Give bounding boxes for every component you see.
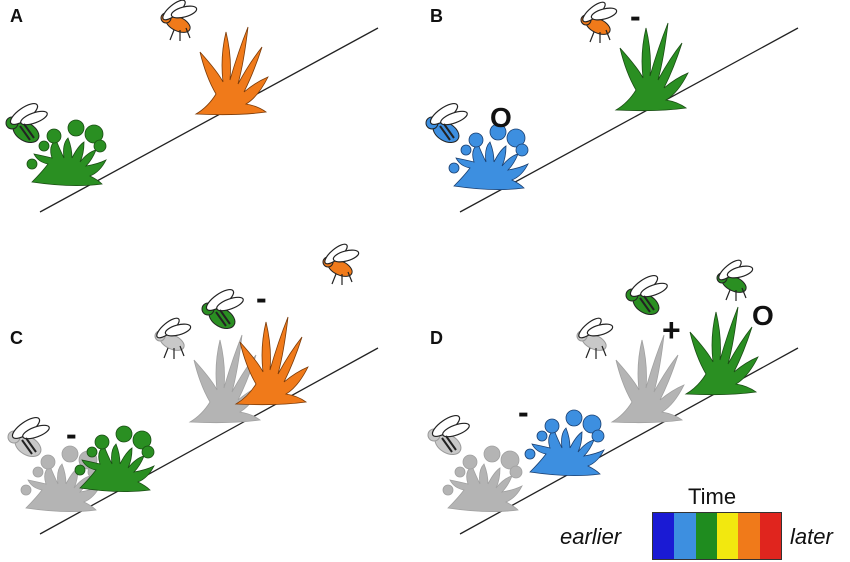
panel-label-b: B [430, 6, 443, 26]
fly-icon-grey [153, 314, 193, 360]
bush-plant-grey [442, 445, 523, 513]
panel-a [5, 0, 379, 213]
bee-icon-green [201, 284, 246, 334]
legend-swatch [716, 513, 739, 559]
bush-plant-green [26, 119, 107, 187]
legend-earlier-label: earlier [560, 524, 622, 549]
legend-swatch [653, 513, 675, 559]
legend-title: Time [688, 484, 737, 509]
negative-sign: - [630, 0, 641, 34]
bee-icon-grey [427, 410, 472, 460]
fly-icon-grey [575, 314, 615, 360]
positive-sign: + [662, 312, 681, 348]
grass-plant-orange [195, 26, 269, 116]
bee-icon-green [5, 98, 50, 148]
legend-swatch [759, 513, 781, 559]
panel-d [427, 256, 799, 535]
negative-sign: - [518, 394, 529, 430]
bee-icon-grey [7, 412, 52, 462]
panel-b [425, 0, 799, 213]
grass-plant-orange [235, 316, 309, 406]
grass-plant-grey [611, 334, 685, 424]
negative-sign: - [66, 416, 77, 452]
bee-icon-blue [425, 98, 470, 148]
time-axis-line [39, 347, 379, 535]
neutral-sign: O [490, 102, 512, 133]
panel-label-c: C [10, 328, 23, 348]
legend-color-bar [652, 512, 782, 560]
panel-label-d: D [430, 328, 443, 348]
grass-plant-green [685, 306, 759, 396]
bush-plant-blue [524, 409, 605, 477]
legend-later-label: later [790, 524, 833, 549]
neutral-sign: O [752, 300, 774, 331]
legend-swatch [695, 513, 717, 559]
bush-plant-blue [448, 123, 529, 191]
time-axis-line [459, 27, 799, 213]
negative-sign: - [256, 280, 267, 316]
grass-plant-green [615, 22, 689, 112]
panel-label-a: A [10, 6, 23, 26]
fly-icon-orange [579, 0, 619, 44]
panel-c [7, 240, 379, 535]
fly-icon-orange [321, 240, 361, 286]
legend-swatch [738, 513, 760, 559]
grass-plant-grey [189, 334, 263, 424]
fly-icon-orange [159, 0, 199, 42]
legend-swatch [674, 513, 696, 559]
fly-icon-green [715, 256, 755, 302]
